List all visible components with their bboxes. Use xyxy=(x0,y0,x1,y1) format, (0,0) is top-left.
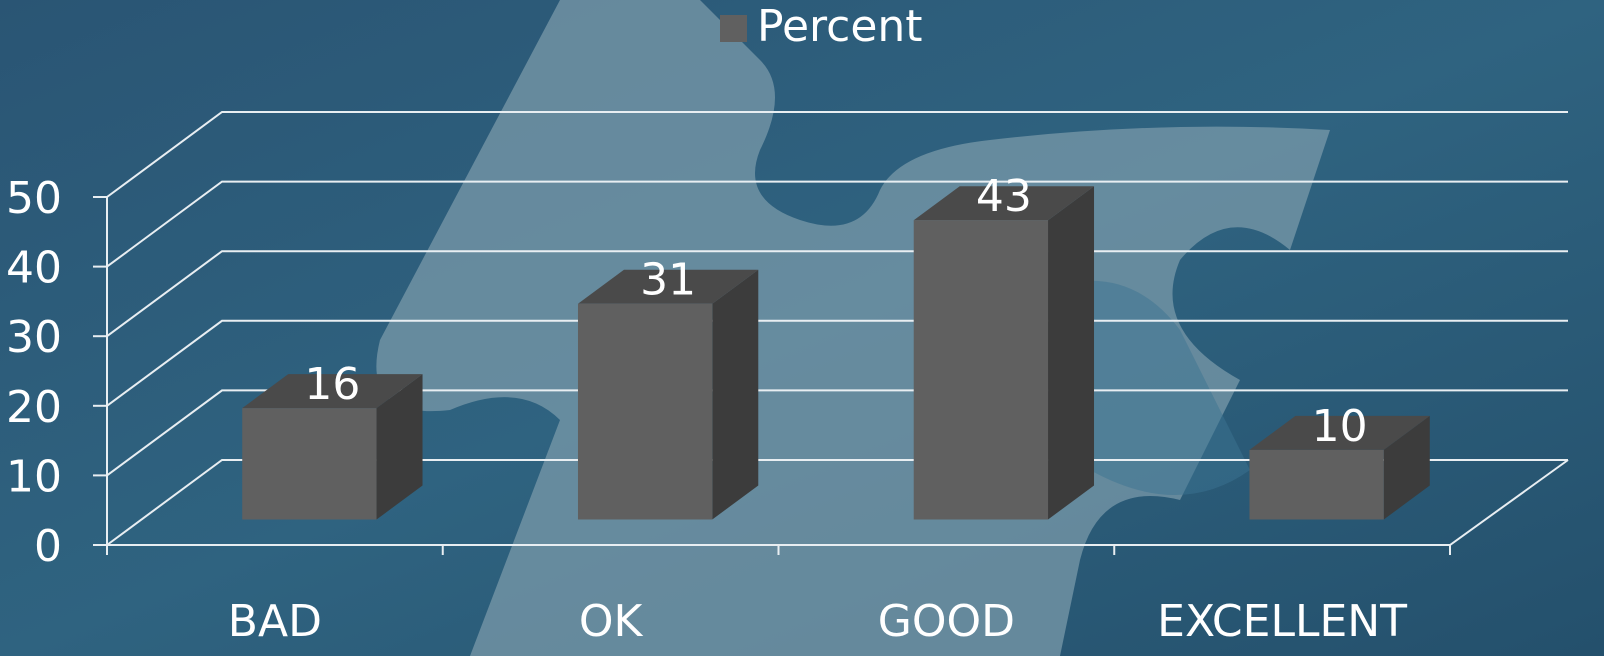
value-label: 43 xyxy=(976,171,1032,222)
value-label: 16 xyxy=(304,359,360,410)
plot-area: 0 10 20 30 40 50 BAD 16 OK 31 GOOD 43 EXCELLENT 10 xyxy=(6,111,1569,647)
bar-side xyxy=(1048,186,1095,520)
y-tick-label: 50 xyxy=(6,173,62,224)
grid-line xyxy=(106,459,1568,546)
y-tick-label: 30 xyxy=(6,312,62,363)
bar-top xyxy=(242,374,423,409)
bar-side xyxy=(712,269,759,520)
grid-line xyxy=(106,319,1568,407)
grid-line xyxy=(106,180,1568,268)
grid-line xyxy=(106,111,1568,198)
bar xyxy=(913,220,1049,520)
x-tick-label: EXCELLENT xyxy=(1157,596,1407,647)
bar-top xyxy=(1249,415,1430,450)
bar-side xyxy=(376,374,423,520)
x-tick-label: BAD xyxy=(228,596,322,647)
legend-swatch xyxy=(720,15,747,42)
x-tick-label: GOOD xyxy=(878,596,1015,647)
value-label: 31 xyxy=(640,255,696,306)
bar xyxy=(577,303,713,520)
value-label: 10 xyxy=(1312,401,1368,452)
bar xyxy=(242,408,377,520)
bar-top xyxy=(913,186,1095,221)
legend-label: Percent xyxy=(757,1,923,52)
bar xyxy=(1249,449,1384,520)
bar-top xyxy=(577,269,759,304)
y-tick-label: 10 xyxy=(6,451,62,502)
y-tick-label: 40 xyxy=(6,243,62,294)
bar-side xyxy=(1383,415,1430,520)
grid-line xyxy=(106,250,1568,338)
grid-line xyxy=(106,389,1568,477)
y-tick-label: 20 xyxy=(6,382,62,433)
y-tick-label: 0 xyxy=(34,521,62,572)
x-tick-label: OK xyxy=(579,596,644,647)
